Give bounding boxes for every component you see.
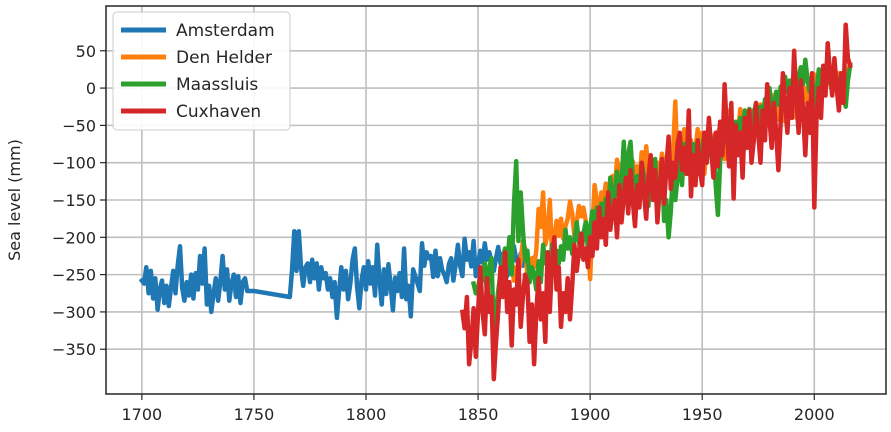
- x-tick-label: 1850: [458, 405, 499, 424]
- legend-label: Maassluis: [176, 75, 258, 95]
- y-tick-label: 0: [86, 79, 96, 98]
- legend-box: [112, 11, 291, 131]
- y-tick-label: −300: [52, 303, 96, 322]
- x-tick-label: 2000: [794, 405, 835, 424]
- y-axis: 50 0 −50 −100 −150 −200 −250 −300 −350: [52, 42, 106, 359]
- legend: Amsterdam Den Helder Maassluis Cuxhaven: [112, 11, 291, 131]
- series-line-cuxhaven: [459, 22, 853, 382]
- y-tick-label: −350: [52, 340, 96, 359]
- x-axis: 1700 1750 1800 1850 1900 1950 2000: [122, 394, 835, 424]
- legend-label: Cuxhaven: [176, 102, 261, 122]
- y-axis-label: Sea level (mm): [5, 139, 24, 261]
- legend-label: Amsterdam: [176, 21, 275, 41]
- x-tick-label: 1800: [346, 405, 387, 424]
- series-lines: [138, 22, 853, 382]
- y-tick-label: 50: [76, 42, 96, 61]
- x-tick-label: 1750: [234, 405, 275, 424]
- x-tick-label: 1700: [122, 405, 163, 424]
- y-tick-label: −150: [52, 191, 96, 210]
- y-tick-label: −200: [52, 228, 96, 247]
- x-tick-label: 1900: [570, 405, 611, 424]
- x-tick-label: 1950: [682, 405, 723, 424]
- series-line-amsterdam: [138, 229, 537, 321]
- y-tick-label: −250: [52, 266, 96, 285]
- y-tick-label: −100: [52, 154, 96, 173]
- legend-label: Den Helder: [176, 48, 272, 68]
- y-tick-label: −50: [62, 116, 96, 135]
